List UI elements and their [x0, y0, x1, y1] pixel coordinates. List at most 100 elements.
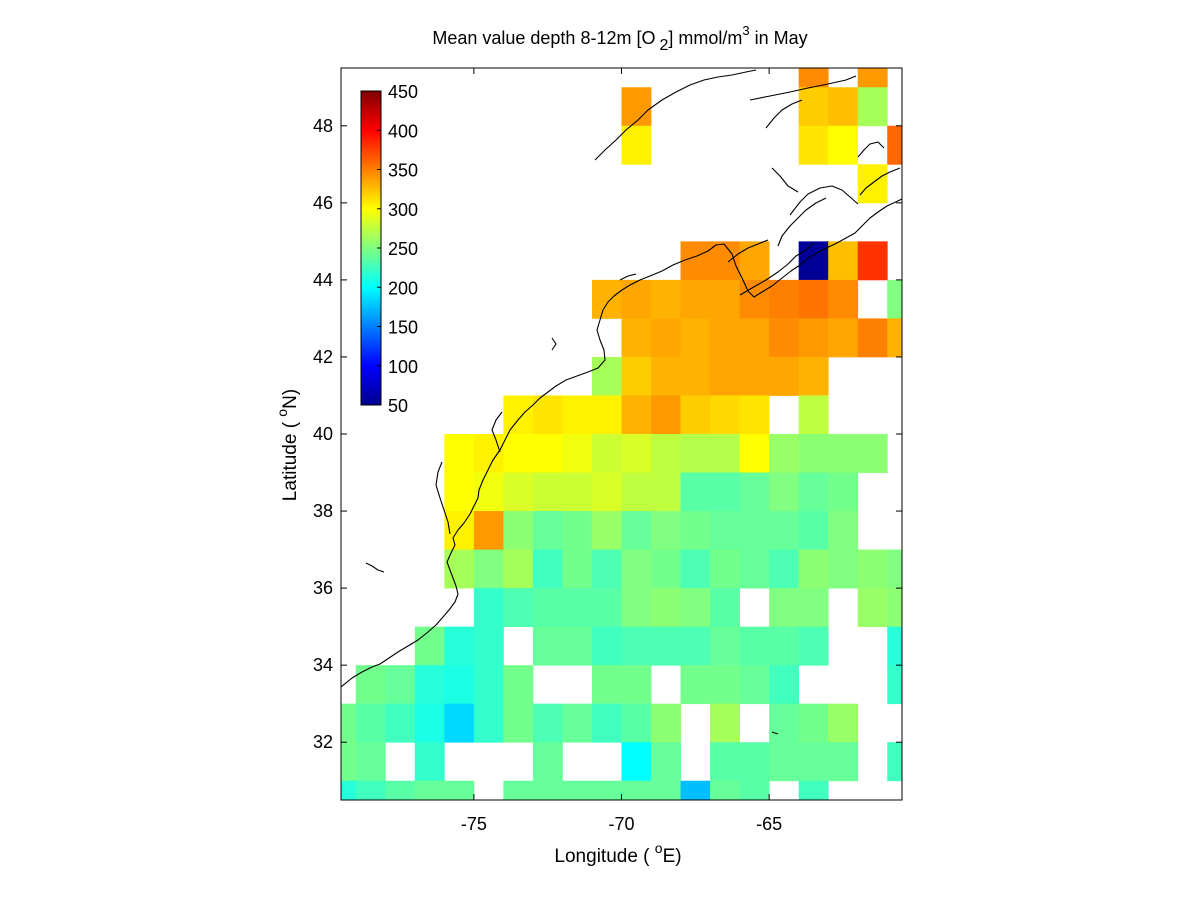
heatmap-cell: [857, 68, 888, 88]
heatmap-cell: [651, 549, 681, 589]
heatmap-cell: [857, 87, 888, 127]
heatmap-cell: [651, 356, 681, 396]
heatmap-cell: [828, 241, 859, 281]
heatmap-cell: [798, 472, 829, 512]
coastline: [341, 69, 902, 735]
x-tick-label: -65: [756, 814, 782, 834]
heatmap-cell: [562, 703, 593, 743]
heatmap-cell: [739, 549, 770, 589]
heatmap-cell: [591, 780, 622, 800]
heatmap-cell: [710, 665, 741, 705]
heatmap-cell: [651, 434, 681, 473]
heatmap-cell: [651, 279, 681, 319]
heatmap-cell: [621, 703, 652, 743]
heatmap-cell: [798, 356, 829, 396]
heatmap-cell: [798, 549, 829, 589]
y-tick-label: 32: [313, 732, 333, 752]
heatmap-cell: [739, 434, 770, 473]
heatmap-cell: [355, 742, 386, 782]
x-axis-label: Longitude ( oE): [554, 840, 681, 867]
heatmap-cell: [444, 780, 475, 800]
heatmap-cell: [651, 703, 681, 743]
heatmap-cell: [710, 279, 741, 319]
heatmap-cell: [680, 356, 711, 396]
heatmap-cell: [621, 434, 652, 473]
heatmap-cell: [532, 511, 563, 550]
heatmap-cell: [503, 511, 534, 550]
y-tick-label: 44: [313, 270, 333, 290]
heatmap-cell: [591, 356, 622, 396]
heatmap-cell: [621, 318, 652, 358]
heatmap-cell: [621, 665, 652, 705]
heatmap-cell: [739, 279, 770, 319]
heatmap-cell: [621, 472, 652, 512]
heatmap-cell: [828, 511, 859, 550]
colorbar-tick-label: 150: [388, 318, 418, 338]
y-tick-label: 38: [313, 501, 333, 521]
heatmap-cell: [680, 318, 711, 358]
x-ticks: -75 -70 -65: [461, 68, 782, 834]
heatmap-cell: [503, 703, 534, 743]
heatmap-cell: [769, 279, 800, 319]
heatmap-cell: [562, 472, 593, 512]
heatmap-cell: [769, 703, 800, 743]
heatmap-cell: [444, 703, 475, 743]
heatmap-cell: [444, 434, 475, 473]
heatmap-cell: [828, 703, 859, 743]
heatmap-cell: [887, 549, 902, 589]
heatmap-cell: [680, 472, 711, 512]
y-ticks: 32 34 36 38 40 42 44 46 48: [313, 116, 902, 752]
heatmap-cell: [444, 626, 475, 666]
heatmap-cell: [769, 356, 800, 396]
heatmap-cell: [355, 703, 386, 743]
heatmap-cell: [798, 742, 829, 782]
heatmap-cell: [414, 742, 445, 782]
heatmap-cell: [503, 434, 534, 473]
heatmap-cell: [621, 626, 652, 666]
heatmap-cell: [680, 780, 711, 800]
heatmap-cell: [769, 434, 800, 473]
heatmap-cell: [621, 395, 652, 435]
heatmap-cell: [532, 780, 563, 800]
heatmap-cell: [562, 549, 593, 589]
colorbar-tick-label: 400: [388, 121, 418, 141]
heatmap-cell: [473, 665, 504, 705]
heatmap-cell: [739, 511, 770, 550]
heatmap-cell: [385, 780, 416, 800]
heatmap-cell: [473, 549, 504, 589]
heatmap-cell: [769, 472, 800, 512]
heatmap-cell: [798, 511, 829, 550]
heatmap-cell: [532, 588, 563, 628]
heatmap-cell: [355, 665, 386, 705]
heatmap-cell: [503, 780, 534, 800]
heatmap-cell: [710, 703, 741, 743]
heatmap-cell: [621, 549, 652, 589]
heatmap-cell: [710, 549, 741, 589]
heatmap-cell: [887, 279, 902, 319]
heatmap-cell: [828, 87, 859, 127]
heatmap-cell: [414, 665, 445, 705]
heatmap-cell: [621, 87, 652, 127]
heatmap-cell: [828, 434, 859, 473]
y-tick-label: 40: [313, 424, 333, 444]
heatmap-cell: [414, 703, 445, 743]
heatmap-cell: [385, 665, 416, 705]
heatmap-cell: [444, 549, 475, 589]
heatmap-cell: [739, 241, 770, 281]
heatmap-cell: [739, 472, 770, 512]
heatmap-cell: [503, 549, 534, 589]
heatmap-cell: [710, 780, 741, 800]
colorbar-ticks: 50 100 150 200 250 300 350 400 450: [377, 82, 418, 416]
heatmap-cell: [680, 626, 711, 666]
heatmap-cell: [562, 780, 593, 800]
heatmap-cell: [798, 241, 829, 281]
heatmap-cell: [591, 703, 622, 743]
heatmap-cell: [444, 665, 475, 705]
heatmap-cell: [769, 665, 800, 705]
heatmap-cell: [341, 780, 357, 800]
heatmap-cell: [621, 588, 652, 628]
heatmap-cell: [503, 588, 534, 628]
heatmap-cell: [739, 395, 770, 435]
heatmap-cell: [828, 472, 859, 512]
